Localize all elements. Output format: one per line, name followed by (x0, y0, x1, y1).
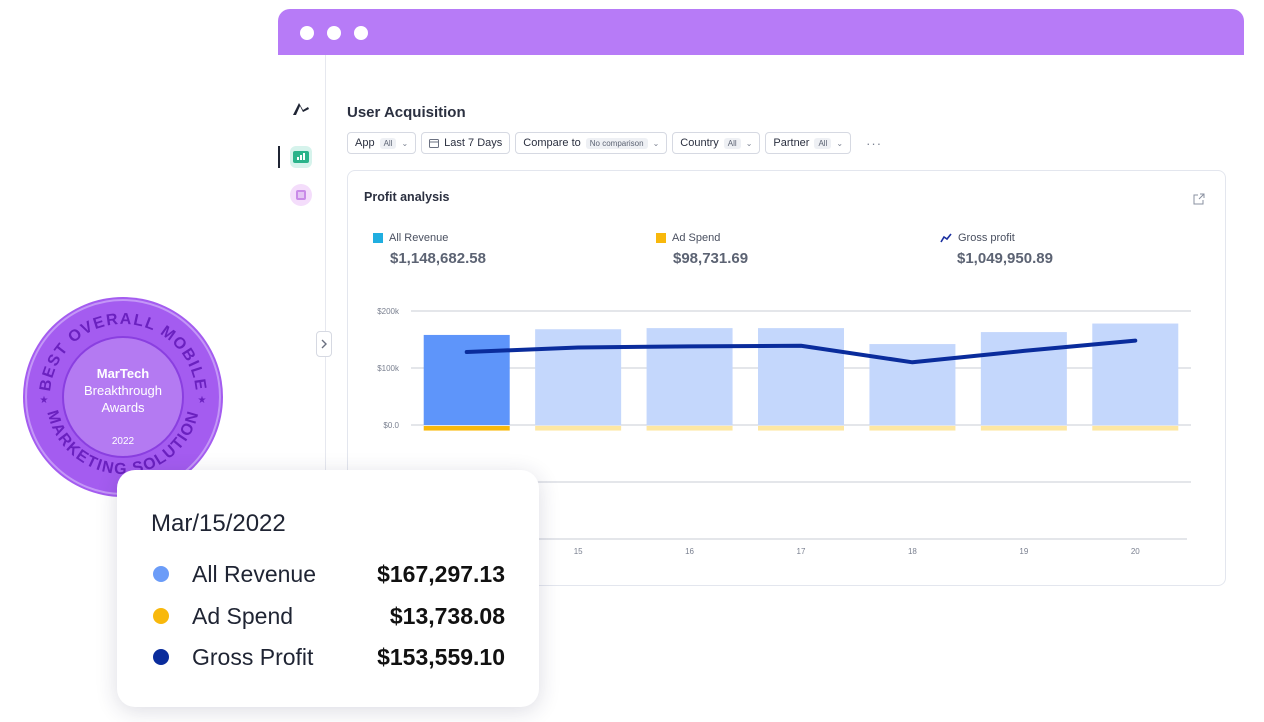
star-icon: ★ (40, 395, 49, 406)
ad-spend-bar (1092, 426, 1179, 431)
filter-label: Compare to (523, 137, 581, 149)
revenue-bar (646, 328, 733, 425)
x-tick-label: 17 (797, 547, 806, 556)
ad-spend-bar (535, 426, 622, 431)
ad-spend-bar (646, 426, 733, 431)
x-tick-label: 18 (908, 547, 917, 556)
filter-partner[interactable]: Partner All ⌄ (765, 132, 852, 154)
nav-dashboard-button[interactable] (290, 146, 312, 168)
filter-value-pill: All (814, 137, 832, 149)
revenue-bar (535, 329, 622, 425)
ad-spend-bar (423, 426, 510, 431)
window-dot-icon (354, 26, 368, 40)
ad-spend-bar (980, 426, 1067, 431)
sidebar (278, 55, 332, 485)
chevron-down-icon: ⌄ (652, 138, 660, 148)
filter-label: App (355, 137, 375, 149)
filter-label: Last 7 Days (444, 137, 503, 149)
tooltip-date: Mar/15/2022 (151, 510, 286, 537)
tooltip-series-value: $167,297.13 (377, 560, 505, 587)
series-dot-icon (153, 649, 169, 665)
nav-active-indicator (278, 146, 280, 168)
legend-swatch (373, 233, 383, 243)
window-dot-icon (327, 26, 341, 40)
nav-reports-button[interactable] (290, 184, 312, 206)
filter-date-range[interactable]: Last 7 Days (421, 132, 511, 154)
ad-spend-bar (869, 426, 956, 431)
filter-value-pill: All (379, 137, 397, 149)
gross-profit-line (464, 338, 1138, 365)
filter-value-pill: No comparison (585, 137, 648, 149)
kpi-value: $1,049,950.89 (957, 250, 1053, 267)
line-chart-icon (940, 233, 952, 243)
profit-chart: $200k $100k $0.0 15 16 17 18 19 20 (377, 307, 1191, 556)
window-title-bar (278, 9, 1244, 55)
filter-bar: App All ⌄ Last 7 Days Compare to No comp… (347, 132, 882, 154)
report-icon (296, 190, 306, 200)
tooltip-series-value: $13,738.08 (389, 602, 505, 629)
filter-value-pill: All (723, 137, 741, 149)
tooltip-series-name: Ad Spend (192, 602, 294, 629)
card-title: Profit analysis (364, 190, 450, 204)
x-tick-label: 19 (1019, 547, 1028, 556)
tooltip-series-name: Gross Profit (192, 643, 314, 670)
legend-swatch (656, 233, 666, 243)
y-tick-label: $0.0 (383, 421, 399, 430)
ad-spend-bar (758, 426, 844, 431)
x-tick-label: 16 (685, 547, 694, 556)
revenue-bar (423, 334, 510, 425)
series-dot-icon (153, 566, 169, 582)
filter-label: Partner (773, 137, 810, 149)
kpi-label: Gross profit (958, 232, 1015, 244)
tooltip-row-revenue: All Revenue $167,297.13 (153, 559, 505, 589)
kpi-label: Ad Spend (672, 232, 721, 244)
sidebar-collapse-button[interactable] (316, 331, 332, 357)
y-tick-label: $200k (377, 307, 400, 316)
award-badge: BEST OVERALL MOBILE MARKETING SOLUTION ★… (23, 297, 223, 497)
more-options-icon[interactable]: ··· (866, 135, 883, 151)
filter-label: Country (680, 137, 719, 149)
tooltip-row-ad-spend: Ad Spend $13,738.08 (153, 601, 505, 631)
badge-line3: Awards (101, 400, 145, 415)
kpi-ad-spend: Ad Spend $98,731.69 (656, 232, 748, 267)
chevron-right-icon (321, 339, 327, 349)
expand-icon[interactable] (1193, 193, 1205, 205)
kpi-label: All Revenue (389, 232, 449, 244)
series-dot-icon (153, 608, 169, 624)
chevron-down-icon: ⌄ (401, 138, 409, 148)
app-logo-icon[interactable] (292, 101, 310, 117)
kpi-value: $98,731.69 (673, 250, 749, 267)
x-tick-label: 20 (1131, 547, 1140, 556)
kpi-gross-profit: Gross profit $1,049,950.89 (940, 232, 1053, 267)
filter-app[interactable]: App All ⌄ (347, 132, 417, 154)
x-tick-label: 15 (574, 547, 583, 556)
kpi-value: $1,148,682.58 (390, 250, 486, 267)
tooltip-row-gross-profit: Gross Profit $153,559.10 (153, 642, 505, 672)
revenue-bar (758, 328, 844, 425)
filter-compare[interactable]: Compare to No comparison ⌄ (515, 132, 668, 154)
badge-line1: MarTech (97, 366, 150, 381)
star-icon: ★ (198, 395, 207, 406)
chevron-down-icon: ⌄ (836, 138, 844, 148)
chart-tooltip: Mar/15/2022 All Revenue $167,297.13 Ad S… (117, 470, 539, 707)
window-dot-icon (300, 26, 314, 40)
badge-inner-circle (62, 336, 184, 458)
tooltip-series-name: All Revenue (192, 560, 317, 587)
badge-year: 2022 (112, 436, 135, 447)
bar-chart-icon (293, 151, 309, 163)
page-title: User Acquisition (347, 104, 466, 121)
revenue-bar (980, 332, 1067, 425)
badge-line2: Breakthrough (84, 383, 162, 398)
kpi-all-revenue: All Revenue $1,148,682.58 (373, 232, 486, 267)
filter-country[interactable]: Country All ⌄ (672, 132, 761, 154)
tooltip-series-value: $153,559.10 (377, 643, 505, 670)
chevron-down-icon: ⌄ (745, 138, 753, 148)
y-tick-label: $100k (377, 364, 400, 373)
calendar-icon (429, 139, 440, 148)
